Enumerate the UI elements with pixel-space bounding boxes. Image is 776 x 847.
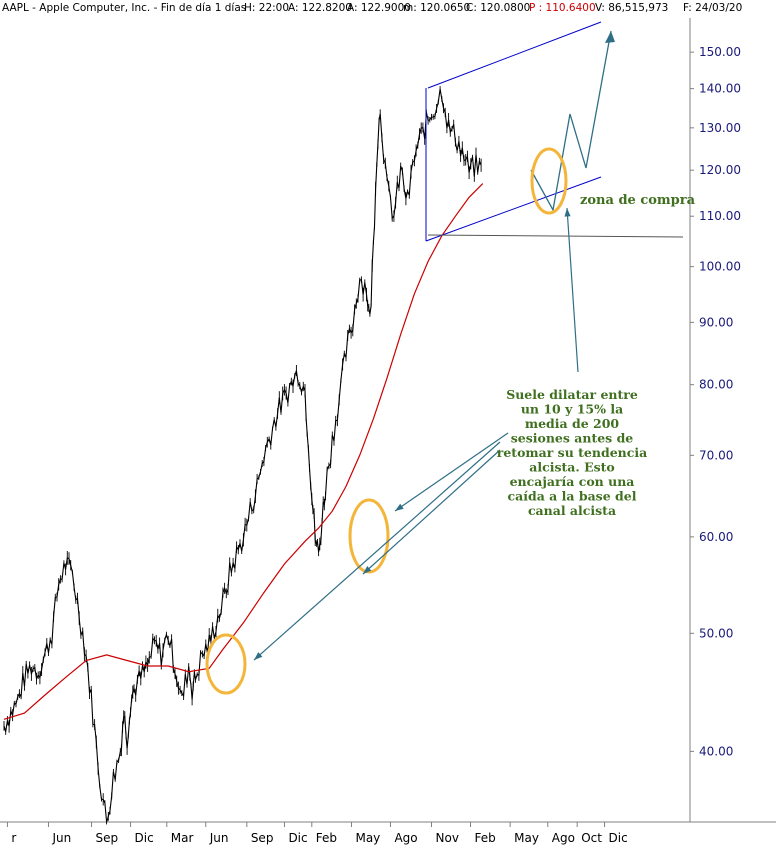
x-tick-label: Jun	[209, 831, 229, 845]
note-line: Suele dilatar entre	[506, 387, 638, 402]
y-tick-label: 110.00	[699, 209, 741, 223]
note-line: caída a la base del	[508, 489, 637, 504]
x-tick-label: May	[355, 831, 380, 845]
header-close: C: 120.0800	[466, 2, 531, 14]
arrow-to-circle-2	[362, 449, 501, 575]
highlight-circle-2	[348, 498, 390, 574]
header-date: F: 24/03/20	[683, 2, 743, 14]
chart-header: AAPL - Apple Computer, Inc. - Fin de día…	[0, 0, 776, 16]
header-volume: V: 86,515,973	[595, 2, 669, 14]
note-line: canal alcista	[528, 503, 616, 518]
note-line: retomar su tendencia	[497, 445, 647, 460]
highlight-circle-1	[205, 633, 247, 695]
x-tick-label: Oct	[581, 831, 602, 845]
note-line: un 10 y 15% la	[521, 402, 623, 417]
header-ask: A: 122.8200	[288, 2, 352, 14]
note-line: encajaría con una	[510, 474, 635, 489]
zona-compra-label: zona de compra	[580, 193, 696, 208]
x-tick-label: Dic	[135, 831, 154, 845]
x-axis-band	[0, 822, 776, 847]
y-tick-label: 120.00	[699, 163, 741, 177]
arrow-to-circle-3-head	[564, 208, 571, 217]
header-low: m: 120.0650	[403, 2, 471, 14]
x-tick-label: Mar	[171, 831, 194, 845]
x-tick-label: Dic	[288, 831, 307, 845]
projection-path	[530, 30, 612, 212]
x-tick-label: Ago	[552, 831, 575, 845]
x-tick-label: Sep	[96, 831, 119, 845]
x-tick-label: May	[514, 831, 539, 845]
note-line: alcista. Esto	[529, 460, 615, 475]
ma200-line	[3, 183, 484, 720]
x-tick-label: Jun	[51, 831, 71, 845]
arrow-to-circle-3	[566, 207, 579, 373]
channel-lower	[425, 176, 602, 242]
y-tick-label: 70.00	[699, 448, 733, 462]
y-tick-label: 80.00	[699, 378, 733, 392]
y-tick-label: 90.00	[699, 315, 733, 329]
y-tick-label: 50.00	[699, 626, 733, 640]
y-tick-label: 130.00	[699, 121, 741, 135]
x-tick-label: Sep	[251, 831, 274, 845]
x-tick-label: Feb	[474, 831, 495, 845]
y-tick-label: 140.00	[699, 82, 741, 96]
support-line	[427, 234, 684, 238]
y-tick-label: 150.00	[699, 45, 741, 59]
arrow-to-circle-2-head	[363, 566, 372, 574]
arrow-to-circle-2b	[394, 432, 509, 512]
price-line	[3, 88, 482, 823]
x-tick-label: Feb	[316, 831, 337, 845]
note-line: media de 200	[525, 416, 620, 431]
arrow-to-circle-1	[253, 441, 501, 661]
header-symbol: AAPL - Apple Computer, Inc. - Fin de día…	[2, 2, 247, 14]
y-tick-label: 100.00	[699, 260, 741, 274]
x-tick-label: r	[11, 831, 16, 845]
highlight-circle-3	[530, 147, 568, 215]
arrow-to-circle-2b-head	[395, 503, 404, 511]
header-high: H: 22:00	[244, 2, 290, 14]
x-tick-label: Dic	[609, 831, 628, 845]
header-prev: P : 110.6400	[529, 2, 596, 14]
channel-upper	[427, 21, 602, 89]
x-tick-label: Nov	[436, 831, 459, 845]
projection-arrowhead	[605, 31, 615, 43]
note-line: sesiones antes de	[511, 431, 634, 446]
y-tick-label: 40.00	[699, 744, 733, 758]
arrow-to-circle-1-head	[254, 652, 263, 660]
header-field3: A: 122.9000	[347, 2, 411, 14]
x-tick-label: Ago	[394, 831, 417, 845]
y-tick-label: 60.00	[699, 530, 733, 544]
